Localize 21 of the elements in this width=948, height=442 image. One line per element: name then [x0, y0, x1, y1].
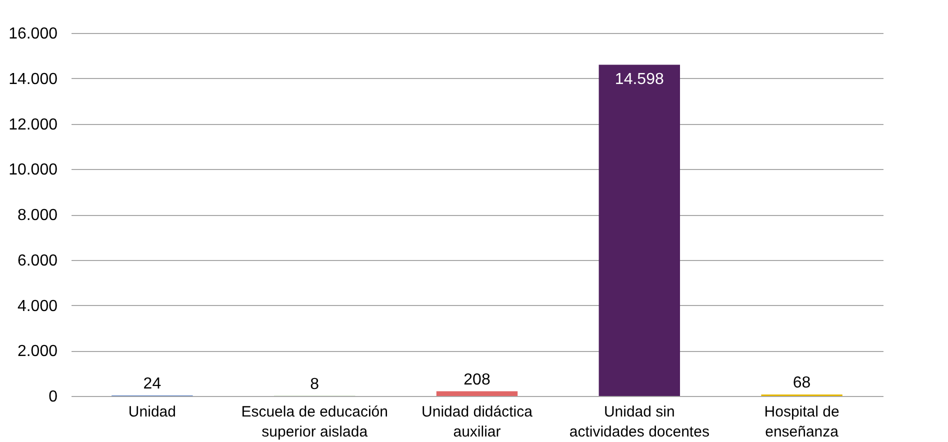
- y-tick-label: 6.000: [17, 252, 58, 270]
- bar: [436, 391, 518, 396]
- y-tick-label: 0: [48, 388, 58, 406]
- y-tick-label: 2.000: [17, 343, 58, 360]
- data-label: 24: [143, 375, 162, 392]
- data-label: 8: [310, 376, 320, 393]
- data-label: 68: [792, 374, 811, 392]
- x-tick-label: Unidad didáctica auxiliar: [422, 404, 534, 440]
- bar: [598, 64, 680, 396]
- data-label: 208: [464, 371, 490, 388]
- y-tick-label: 4.000: [17, 298, 58, 315]
- y-tick-label: 12.000: [8, 116, 58, 134]
- y-tick-label: 8.000: [17, 207, 58, 224]
- x-tick-label: Hospital de enseñanza: [764, 404, 840, 440]
- y-tick-label: 16.000: [8, 26, 58, 42]
- y-tick-label: 10.000: [8, 162, 58, 179]
- x-tick-label: Unidad sin actividades docentes: [569, 404, 710, 440]
- y-tick-label: 14.000: [8, 70, 58, 88]
- data-label: 14.598: [614, 70, 664, 88]
- x-tick-label: Unidad: [128, 404, 176, 420]
- x-tick-label: Escuela de educación superior aislada: [241, 404, 388, 440]
